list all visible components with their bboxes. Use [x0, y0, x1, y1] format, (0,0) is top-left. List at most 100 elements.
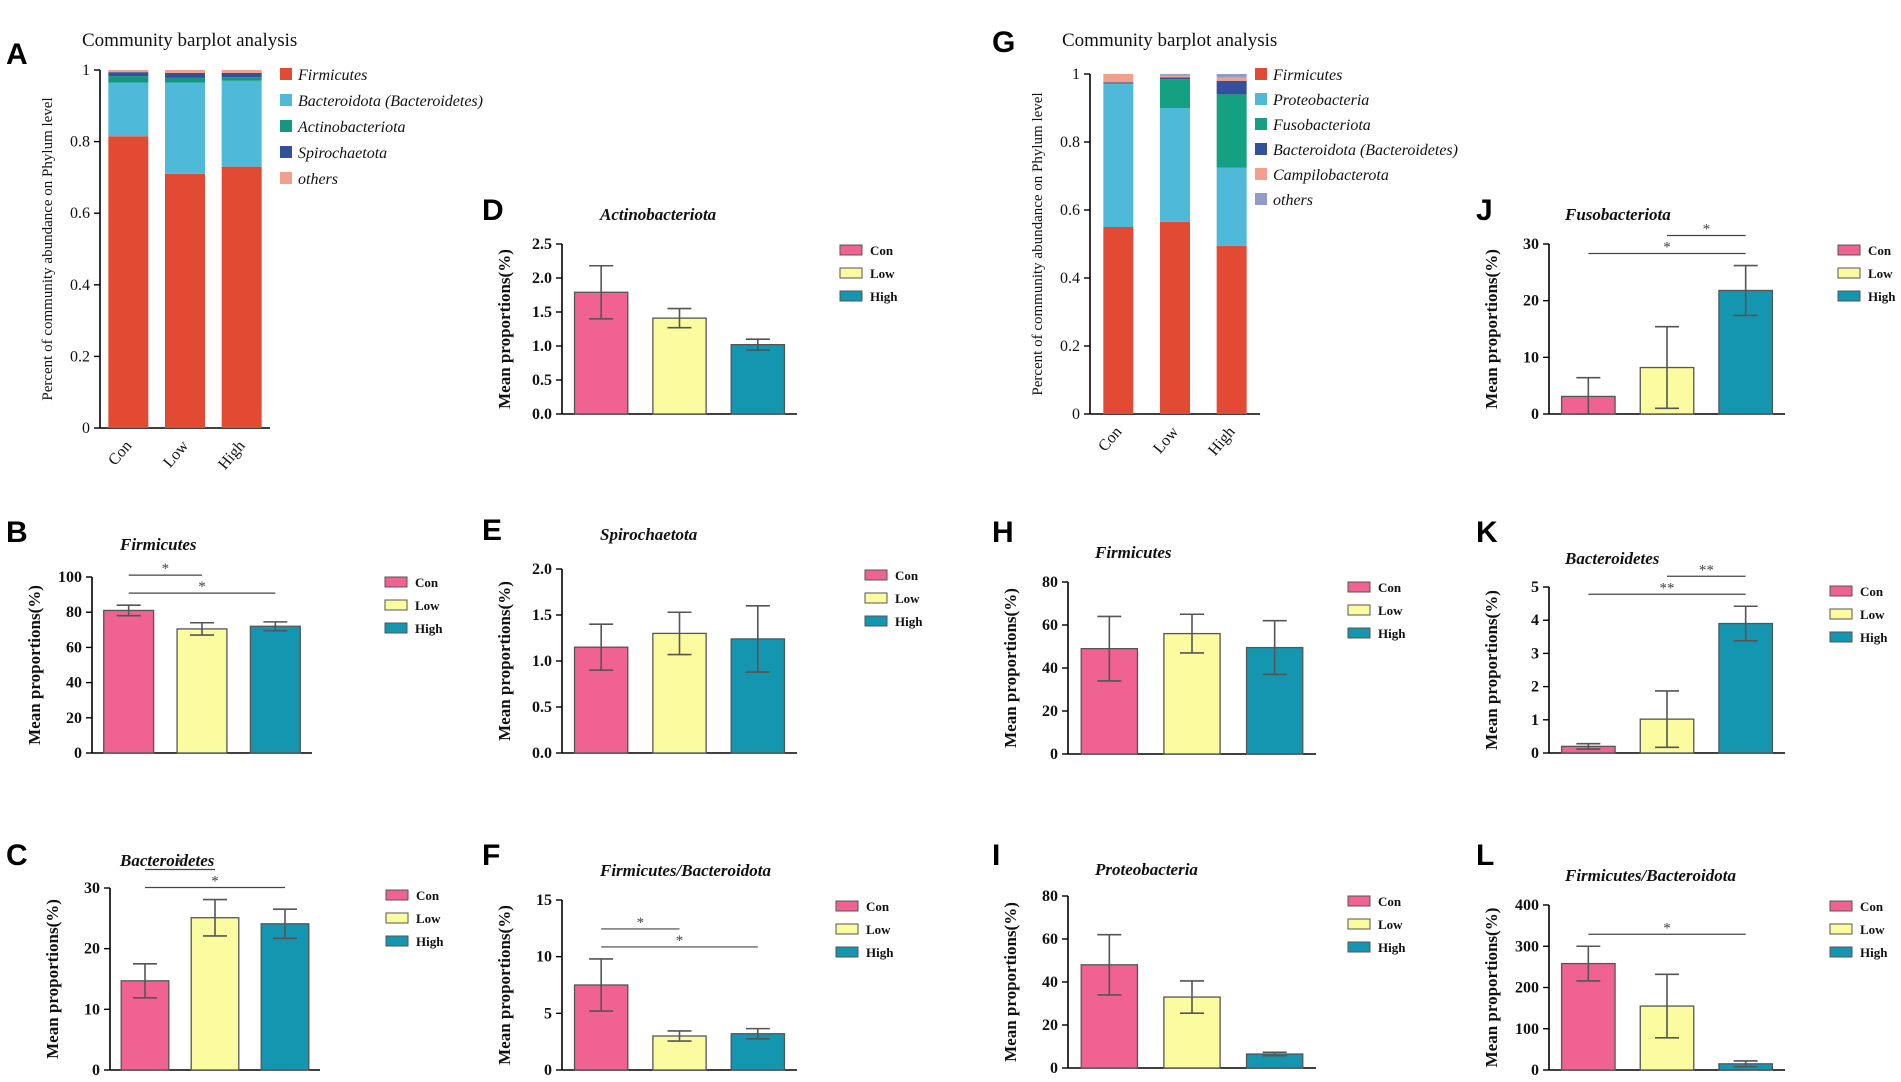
y-tick-label: 10 — [1523, 349, 1539, 366]
y-axis-label: Mean proportions(%) — [1001, 588, 1020, 748]
significance-label: * — [676, 933, 684, 949]
legend-swatch — [1347, 581, 1371, 593]
bar-segment-firmicutes — [221, 166, 262, 428]
legend-label: Bacteroidota (Bacteroidetes) — [1273, 142, 1458, 159]
legend-label: Con — [1860, 899, 1884, 914]
panel-d: D Actinobacteriota 0.0 0.5 1.0 1.5 2.0 2.5 Mean … — [482, 194, 898, 423]
y-tick-label: 300 — [1515, 938, 1539, 955]
legend-label: Con — [1378, 580, 1402, 595]
legend-swatch — [1829, 923, 1853, 935]
chart-title: Bacteroidetes — [119, 851, 215, 870]
panel-letter: L — [1476, 839, 1494, 872]
bar-segment-bacteroidota — [1216, 80, 1247, 95]
legend-swatch — [864, 615, 888, 627]
chart-title: Fusobacteriota — [1564, 205, 1671, 224]
y-tick-label: 3 — [1531, 645, 1539, 662]
x-tick-label: High — [215, 438, 249, 473]
bar-segment-firmicutes — [1160, 221, 1190, 414]
legend-label: Spirochaetota — [298, 145, 387, 162]
legend-label: Proteobacteria — [1272, 92, 1369, 109]
y-axis-label: Mean proportions(%) — [1482, 249, 1501, 409]
panel-g: G Community barplot analysis 0 0.2 0.4 0.6 0.8… — [992, 26, 1458, 459]
chart-title: Firmicutes/Bacteroidota — [599, 861, 771, 880]
y-tick-label: 0.8 — [70, 134, 90, 151]
legend-swatch — [835, 923, 859, 935]
legend-swatch — [385, 889, 409, 901]
y-tick-label: 0 — [1050, 1060, 1058, 1077]
y-tick-label: 0 — [1531, 406, 1539, 423]
legend-swatch — [1837, 267, 1861, 279]
y-tick-label: 5 — [544, 1005, 552, 1022]
y-tick-label: 200 — [1515, 980, 1539, 997]
significance-label: * — [198, 579, 206, 595]
legend-swatch — [280, 172, 292, 184]
bar-high — [730, 638, 786, 754]
legend-swatch — [1829, 900, 1853, 912]
y-tick-label: 80 — [1042, 888, 1058, 905]
legend-swatch — [385, 912, 409, 924]
y-tick-label: 2 — [1531, 679, 1539, 696]
panel-letter: F — [482, 839, 500, 872]
bar-segment-spirochaetota — [108, 72, 149, 77]
panel-letter: I — [992, 839, 1000, 872]
y-tick-label: 20 — [84, 941, 100, 958]
panel-i: I Proteobacteria 0 20 40 60 80 Mean proportions… — [992, 839, 1406, 1077]
legend-swatch — [1829, 608, 1853, 620]
y-tick-label: 20 — [66, 710, 82, 727]
y-tick-label: 1.0 — [532, 338, 552, 355]
bar-segment-others — [1160, 74, 1190, 76]
chart-title: Proteobacteria — [1094, 860, 1198, 879]
y-tick-label: 0.4 — [1060, 270, 1080, 287]
legend-swatch — [1255, 168, 1267, 180]
y-tick-label: 30 — [1523, 236, 1539, 253]
y-tick-label: 1.5 — [532, 607, 552, 624]
y-tick-label: 400 — [1515, 897, 1539, 914]
y-tick-label: 80 — [66, 604, 82, 621]
legend-label: Con — [1868, 243, 1892, 258]
bar-segment-fusobacteriota — [1103, 83, 1134, 85]
legend-label: Low — [1868, 266, 1893, 281]
legend-swatch — [839, 290, 863, 302]
legend-label: High — [1860, 945, 1888, 960]
y-tick-label: 0.5 — [532, 699, 552, 716]
legend-label: Low — [1378, 603, 1403, 618]
chart-title: Community barplot analysis — [1062, 30, 1277, 51]
legend-swatch — [839, 244, 863, 256]
legend-label: Low — [415, 598, 440, 613]
legend-swatch — [1347, 604, 1371, 616]
panel-f: F Firmicutes/Bacteroidota 0 5 10 15 Mean propo… — [482, 839, 894, 1079]
legend-label: Low — [416, 911, 441, 926]
bar-segment-spirochaetota — [221, 72, 262, 78]
legend-swatch — [1255, 68, 1267, 80]
panel-letter: K — [1476, 516, 1498, 549]
legend-label: Con — [1860, 584, 1884, 599]
y-tick-label: 0.4 — [70, 277, 90, 294]
bar-segment-firmicutes — [165, 173, 205, 428]
y-tick-label: 0 — [74, 745, 82, 762]
y-axis-label: Percent of community abundance on Phylum… — [1030, 92, 1046, 395]
legend-label: Low — [870, 266, 895, 281]
significance-label: * — [637, 915, 645, 931]
legend-label: Fusobacteriota — [1272, 117, 1371, 134]
significance-label: * — [162, 561, 170, 577]
chart-title: Firmicutes — [1094, 543, 1172, 562]
y-axis-label: Mean proportions(%) — [25, 585, 44, 745]
bar-con — [103, 609, 155, 754]
y-tick-label: 10 — [536, 949, 552, 966]
bar-segment-proteobacteria — [1216, 167, 1247, 246]
panel-letter: C — [6, 839, 28, 872]
legend-label: Actinobacteriota — [297, 119, 406, 136]
legend-label: Firmicutes — [1272, 67, 1342, 84]
significance-label: * — [211, 874, 219, 890]
legend-swatch — [1829, 946, 1853, 958]
legend-label: Bacteroidota (Bacteroidetes) — [298, 93, 483, 110]
y-tick-label: 40 — [1042, 660, 1058, 677]
bar-segment-actinobacteriota — [165, 77, 205, 83]
legend-label: others — [1273, 192, 1313, 209]
x-tick-label: Con — [1095, 424, 1125, 455]
panel-a: A Community barplot analysis 0 0.2 0.4 0.6 0.8… — [6, 30, 483, 473]
panel-h: H Firmicutes 0 20 40 60 80 Mean proportions(%) C… — [992, 516, 1406, 763]
legend-swatch — [384, 622, 408, 634]
legend-label: Campilobacterota — [1273, 167, 1389, 184]
